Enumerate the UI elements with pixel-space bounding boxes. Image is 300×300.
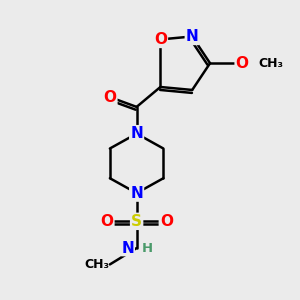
Text: N: N	[186, 29, 199, 44]
Text: O: O	[236, 56, 249, 71]
Text: CH₃: CH₃	[259, 57, 284, 70]
Text: O: O	[100, 214, 113, 229]
Text: N: N	[130, 186, 143, 201]
Text: S: S	[131, 214, 142, 229]
Text: O: O	[103, 90, 116, 105]
Text: N: N	[122, 241, 134, 256]
Text: O: O	[154, 32, 167, 47]
Text: N: N	[130, 126, 143, 141]
Text: CH₃: CH₃	[85, 258, 110, 271]
Text: O: O	[160, 214, 173, 229]
Text: H: H	[142, 242, 153, 255]
